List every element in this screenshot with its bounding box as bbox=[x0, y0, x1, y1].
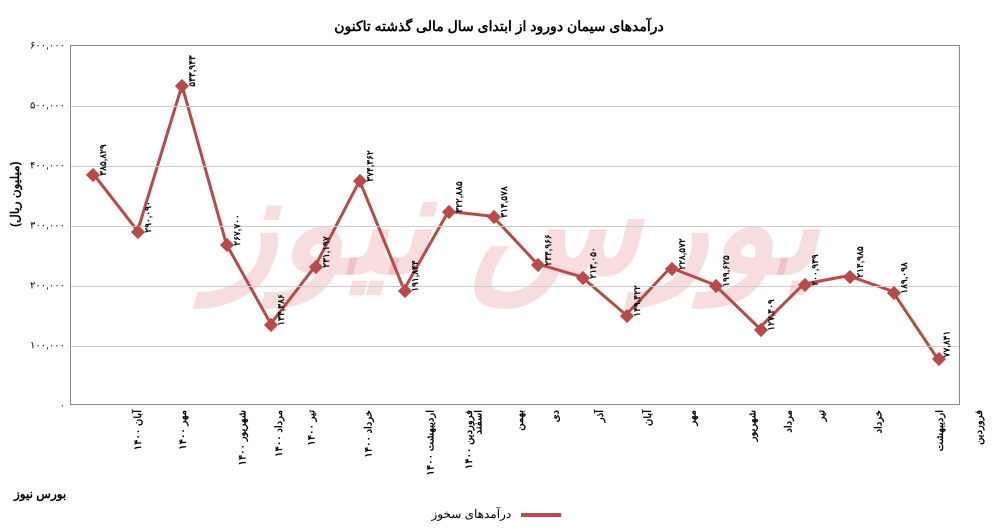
x-axis-label: مهر ۱۴۰۰ bbox=[178, 410, 189, 450]
legend-swatch bbox=[521, 513, 561, 517]
data-label: ۱۹۱,۸۴۴ bbox=[410, 260, 421, 292]
x-axis-label: اردیبهشت bbox=[935, 410, 946, 451]
chart-title: درآمدهای سیمان دورود از ابتدای سال مالی … bbox=[10, 10, 988, 47]
gridline bbox=[71, 166, 959, 167]
y-tick: ۶۰۰,۰۰۰ bbox=[30, 41, 71, 52]
data-label: ۲۰۰,۹۳۹ bbox=[810, 255, 821, 287]
data-label: ۳۸۵,۸۲۹ bbox=[98, 144, 109, 176]
x-axis-label: اسفند bbox=[474, 410, 485, 434]
data-label: ۱۴۹,۴۲۲ bbox=[632, 286, 643, 318]
x-axis-label: آبان bbox=[643, 410, 654, 426]
gridline bbox=[71, 226, 959, 227]
y-tick: ۰ bbox=[60, 401, 71, 412]
data-label: ۳۲۲,۸۸۵ bbox=[454, 182, 465, 214]
y-tick: ۴۰۰,۰۰۰ bbox=[30, 161, 71, 172]
data-label: ۱۳۴,۳۸۶ bbox=[276, 295, 287, 327]
footer-credit: بورس نیوز bbox=[14, 487, 66, 501]
data-label: ۲۶۷,۷۰۰ bbox=[232, 215, 243, 247]
series-line bbox=[93, 85, 937, 357]
data-label: ۱۲۷,۴۰۹ bbox=[766, 299, 777, 331]
data-label: ۲۹۰,۰۹۰ bbox=[143, 201, 154, 233]
chart-container: درآمدهای سیمان دورود از ابتدای سال مالی … bbox=[0, 0, 998, 531]
y-tick: ۲۰۰,۰۰۰ bbox=[30, 281, 71, 292]
data-label: ۲۱۴,۹۸۵ bbox=[855, 246, 866, 278]
legend-label: درآمدهای سخوز bbox=[431, 507, 511, 521]
data-label: ۲۲۸,۵۷۲ bbox=[677, 238, 688, 270]
x-axis-label: مرداد bbox=[783, 410, 794, 433]
data-label: ۵۳۳,۹۴۳ bbox=[187, 55, 198, 87]
x-axis-label: آذر bbox=[595, 410, 606, 422]
y-tick: ۳۰۰,۰۰۰ bbox=[30, 221, 71, 232]
data-label: ۲۳۴,۹۶۶ bbox=[543, 234, 554, 266]
x-axis-label: دی bbox=[551, 410, 562, 422]
data-label: ۲۳۱,۱۹۷ bbox=[321, 237, 332, 269]
data-label: ۳۱۴,۵۷۸ bbox=[499, 186, 510, 218]
gridline bbox=[71, 346, 959, 347]
data-label: ۲۱۳,۰۵۰ bbox=[588, 247, 599, 279]
plot-area: بورس نیوز ۰۱۰۰,۰۰۰۲۰۰,۰۰۰۳۰۰,۰۰۰۴۰۰,۰۰۰۵… bbox=[70, 45, 960, 405]
x-axis-label: تیر ۱۴۰۰ bbox=[307, 410, 318, 446]
x-axis-label: مرداد ۱۴۰۰ bbox=[274, 410, 285, 457]
y-tick: ۵۰۰,۰۰۰ bbox=[30, 101, 71, 112]
gridline bbox=[71, 286, 959, 287]
gridline bbox=[71, 106, 959, 107]
data-label: ۱۸۹,۰۹۸ bbox=[899, 262, 910, 294]
data-label: ۱۹۹,۶۲۵ bbox=[721, 255, 732, 287]
x-axis-label: خرداد ۱۴۰۰ bbox=[363, 410, 374, 458]
x-axis-label: مهر bbox=[687, 410, 698, 425]
x-axis-label: شهریور ۱۴۰۰ bbox=[238, 410, 249, 466]
x-axis-label: خرداد bbox=[873, 410, 884, 433]
data-label: ۷۷,۸۴۱ bbox=[941, 331, 952, 358]
y-tick: ۱۰۰,۰۰۰ bbox=[30, 341, 71, 352]
x-axis-label: آبان ۱۴۰۰ bbox=[133, 410, 144, 450]
x-axis-label: فروردین ۱۴۰۰ bbox=[464, 410, 475, 469]
y-axis-label: (میلیون ریال) bbox=[8, 162, 22, 228]
line-layer bbox=[71, 46, 959, 404]
data-label: ۳۷۴,۳۶۲ bbox=[365, 151, 376, 183]
x-axis-label: اردیبهشت ۱۴۰۰ bbox=[426, 410, 437, 475]
x-axis-label: شهریور bbox=[748, 410, 759, 441]
x-axis-label: تیر bbox=[817, 410, 828, 421]
x-axis-label: بهمن bbox=[515, 410, 526, 431]
legend: درآمدهای سخوز bbox=[0, 507, 998, 521]
x-axis-label: فروردین bbox=[974, 410, 985, 445]
